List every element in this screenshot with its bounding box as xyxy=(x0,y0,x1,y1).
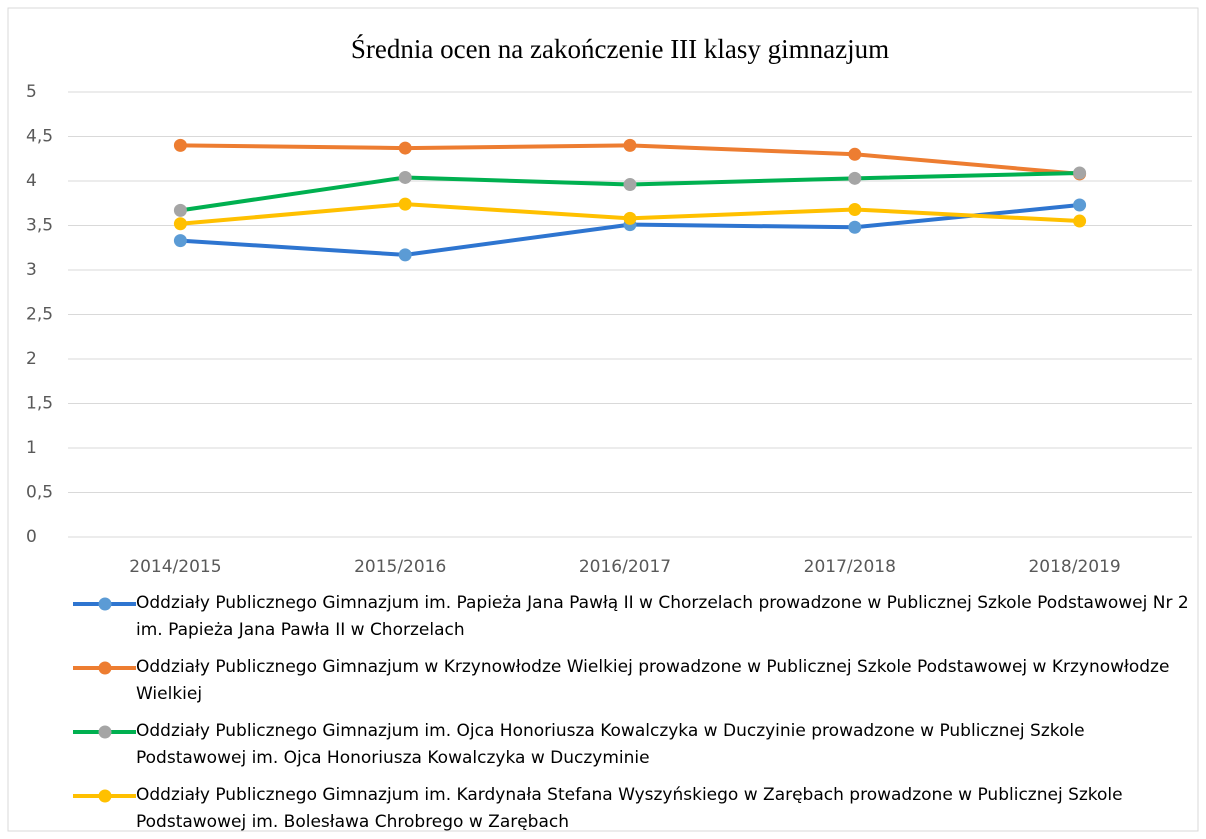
y-tick-label: 1 xyxy=(26,438,37,458)
y-tick-label: 4,5 xyxy=(26,127,53,147)
y-tick-label: 4 xyxy=(26,171,37,191)
data-point xyxy=(173,138,187,152)
legend-dot xyxy=(98,597,112,611)
x-tick-label: 2014/2015 xyxy=(129,557,221,577)
data-point xyxy=(173,217,187,231)
data-point xyxy=(398,248,412,262)
y-tick-label: 2,5 xyxy=(26,305,53,325)
data-point xyxy=(848,171,862,185)
data-point xyxy=(848,147,862,161)
data-point xyxy=(173,234,187,248)
legend-marker xyxy=(73,661,136,675)
x-tick-label: 2018/2019 xyxy=(1028,557,1120,577)
y-tick-label: 3,5 xyxy=(26,216,53,236)
x-tick-label: 2016/2017 xyxy=(579,557,671,577)
legend-marker xyxy=(73,597,136,611)
x-tick-label: 2015/2016 xyxy=(354,557,446,577)
data-point xyxy=(848,202,862,216)
y-tick-label: 0,5 xyxy=(26,483,53,503)
y-tick-label: 0 xyxy=(26,527,37,547)
x-tick-label: 2017/2018 xyxy=(804,557,896,577)
legend-marker xyxy=(73,789,136,803)
data-point xyxy=(623,211,637,225)
legend-label: Oddziały Publicznego Gimnazjum w Krzynow… xyxy=(136,657,1170,704)
data-point xyxy=(623,138,637,152)
legend: Oddziały Publicznego Gimnazjum im. Papie… xyxy=(70,590,1200,839)
data-point xyxy=(398,197,412,211)
data-point xyxy=(398,170,412,184)
legend-label: Oddziały Publicznego Gimnazjum im. Ojca … xyxy=(136,721,1085,768)
y-tick-label: 1,5 xyxy=(26,394,53,414)
legend-entry: Oddziały Publicznego Gimnazjum w Krzynow… xyxy=(70,654,1200,708)
data-point xyxy=(848,220,862,234)
y-tick-label: 2 xyxy=(26,349,37,369)
legend-entry: Oddziały Publicznego Gimnazjum im. Ojca … xyxy=(70,718,1200,772)
data-point xyxy=(1073,198,1087,212)
data-point xyxy=(398,141,412,155)
data-point xyxy=(1073,166,1087,180)
legend-label: Oddziały Publicznego Gimnazjum im. Kardy… xyxy=(136,785,1123,832)
legend-marker xyxy=(73,725,136,739)
chart-title: Średnia ocen na zakończenie III klasy gi… xyxy=(351,34,889,64)
legend-dot xyxy=(98,661,112,675)
data-point xyxy=(173,203,187,217)
legend-dot xyxy=(98,789,112,803)
data-point xyxy=(623,178,637,192)
data-point xyxy=(1073,214,1087,228)
legend-entry: Oddziały Publicznego Gimnazjum im. Kardy… xyxy=(70,782,1200,836)
legend-entry: Oddziały Publicznego Gimnazjum im. Papie… xyxy=(70,590,1200,644)
legend-label: Oddziały Publicznego Gimnazjum im. Papie… xyxy=(136,593,1189,640)
y-tick-label: 3 xyxy=(26,260,37,280)
y-tick-label: 5 xyxy=(26,82,37,102)
legend-dot xyxy=(98,725,112,739)
